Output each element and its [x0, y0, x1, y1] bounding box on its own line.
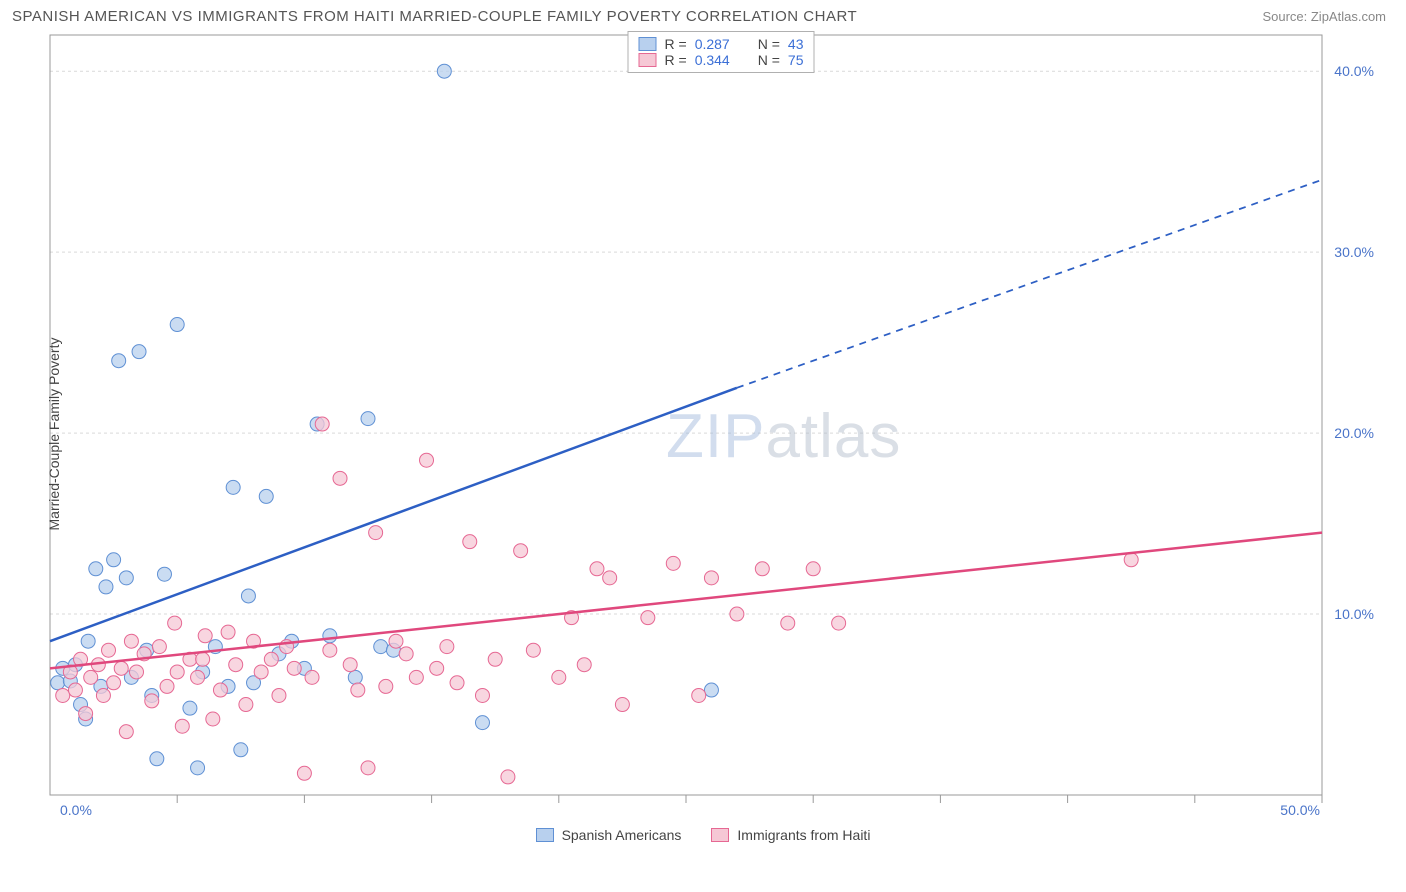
svg-text:0.0%: 0.0% [60, 802, 92, 818]
legend-row: R = 0.287 N = 43 [639, 36, 804, 52]
svg-text:20.0%: 20.0% [1334, 425, 1374, 441]
legend-swatch [711, 828, 729, 842]
legend-item: Spanish Americans [536, 827, 682, 843]
source-label: Source: ZipAtlas.com [1262, 9, 1386, 24]
svg-text:40.0%: 40.0% [1334, 63, 1374, 79]
legend-swatch [536, 828, 554, 842]
svg-text:10.0%: 10.0% [1334, 606, 1374, 622]
legend-item: Immigrants from Haiti [711, 827, 870, 843]
n-label: N = [758, 52, 780, 68]
n-value: 43 [788, 36, 804, 52]
svg-text:50.0%: 50.0% [1280, 802, 1320, 818]
correlation-legend: R = 0.287 N = 43 R = 0.344 N = 75 [628, 31, 815, 73]
r-label: R = [665, 52, 687, 68]
n-value: 75 [788, 52, 804, 68]
title-bar: SPANISH AMERICAN VS IMMIGRANTS FROM HAIT… [0, 0, 1406, 29]
n-label: N = [758, 36, 780, 52]
y-axis-label: Married-Couple Family Poverty [46, 338, 62, 531]
legend-label: Spanish Americans [562, 827, 682, 843]
r-value: 0.287 [695, 36, 730, 52]
legend-swatch [639, 53, 657, 67]
series-legend: Spanish Americans Immigrants from Haiti [0, 827, 1406, 843]
legend-row: R = 0.344 N = 75 [639, 52, 804, 68]
plot-area: Married-Couple Family Poverty 10.0% 20.0%… [46, 31, 1396, 821]
r-value: 0.344 [695, 52, 730, 68]
scatter-chart: 10.0% 20.0% 30.0% 40.0% 0.0% 50.0% [46, 31, 1386, 821]
legend-label: Immigrants from Haiti [737, 827, 870, 843]
svg-text:30.0%: 30.0% [1334, 244, 1374, 260]
chart-title: SPANISH AMERICAN VS IMMIGRANTS FROM HAIT… [12, 8, 857, 25]
r-label: R = [665, 36, 687, 52]
legend-swatch [639, 37, 657, 51]
